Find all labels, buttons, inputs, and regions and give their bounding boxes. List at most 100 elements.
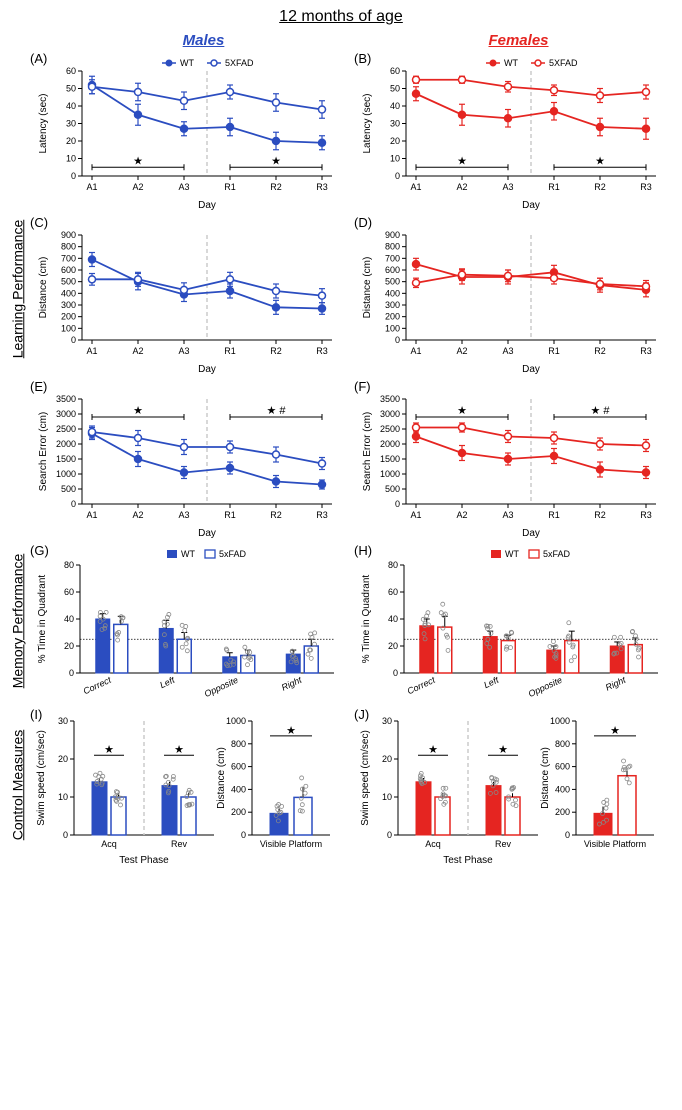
svg-text:0: 0 <box>387 830 392 840</box>
svg-text:2500: 2500 <box>380 424 400 434</box>
svg-text:600: 600 <box>231 762 246 772</box>
svg-text:0: 0 <box>69 668 74 678</box>
panel-G: 020406080% Time in QuadrantCorrectLeftOp… <box>32 543 342 703</box>
svg-text:A1: A1 <box>86 346 97 356</box>
svg-text:3000: 3000 <box>380 409 400 419</box>
svg-text:100: 100 <box>385 323 400 333</box>
svg-text:400: 400 <box>555 784 570 794</box>
svg-text:Day: Day <box>522 364 540 375</box>
svg-text:10: 10 <box>66 154 76 164</box>
svg-text:50: 50 <box>390 84 400 94</box>
svg-text:0: 0 <box>63 830 68 840</box>
panel-F-label: (F) <box>354 379 371 394</box>
svg-text:Opposite: Opposite <box>203 675 240 699</box>
svg-text:3500: 3500 <box>56 394 76 404</box>
panel-H: 020406080% Time in QuadrantCorrectLeftOp… <box>356 543 666 703</box>
svg-text:1500: 1500 <box>380 454 400 464</box>
svg-text:WT: WT <box>504 58 518 68</box>
svg-text:20: 20 <box>58 754 68 764</box>
svg-text:A2: A2 <box>132 510 143 520</box>
svg-text:Distance (cm): Distance (cm) <box>362 257 373 319</box>
panel-B: 0102030405060A1A2A3R1R2R3DayLatency (sec… <box>356 51 666 211</box>
svg-text:50: 50 <box>66 84 76 94</box>
svg-text:60: 60 <box>66 66 76 76</box>
svg-text:20: 20 <box>390 136 400 146</box>
svg-text:★: ★ <box>286 725 296 737</box>
svg-text:R1: R1 <box>224 346 236 356</box>
svg-text:★: ★ <box>457 155 467 167</box>
svg-text:A1: A1 <box>86 510 97 520</box>
svg-text:A2: A2 <box>132 182 143 192</box>
svg-text:A2: A2 <box>456 346 467 356</box>
svg-text:60: 60 <box>64 587 74 597</box>
svg-text:Day: Day <box>198 200 216 211</box>
svg-text:A2: A2 <box>132 346 143 356</box>
svg-text:% Time in Quadrant: % Time in Quadrant <box>361 575 372 664</box>
svg-text:★: ★ <box>610 725 620 737</box>
control-label: Control Measures <box>6 705 28 865</box>
svg-text:Test Phase: Test Phase <box>443 855 493 866</box>
column-headers: Males Females <box>6 32 676 49</box>
svg-text:500: 500 <box>385 277 400 287</box>
svg-text:900: 900 <box>61 230 76 240</box>
males-header: Males <box>46 32 361 49</box>
panel-A-label: (A) <box>30 51 47 66</box>
svg-text:Left: Left <box>482 675 500 691</box>
svg-text:900: 900 <box>385 230 400 240</box>
panel-I-label: (I) <box>30 707 42 722</box>
panel-F: 0500100015002000250030003500A1A2A3R1R2R3… <box>356 379 666 539</box>
svg-text:1000: 1000 <box>226 716 246 726</box>
learning-label: Learning Performance <box>6 49 28 529</box>
svg-text:3000: 3000 <box>56 409 76 419</box>
panel-I: 0102030Swim speed (cm/sec)AcqRev★★Test P… <box>32 707 342 867</box>
svg-text:1000: 1000 <box>56 469 76 479</box>
svg-text:1000: 1000 <box>550 716 570 726</box>
svg-text:R1: R1 <box>224 510 236 520</box>
svg-text:A3: A3 <box>502 346 513 356</box>
svg-text:500: 500 <box>61 484 76 494</box>
svg-text:200: 200 <box>61 312 76 322</box>
svg-text:WT: WT <box>505 549 519 559</box>
svg-text:★: ★ <box>133 155 143 167</box>
panel-J-label: (J) <box>354 707 369 722</box>
svg-text:R3: R3 <box>316 346 328 356</box>
svg-text:200: 200 <box>231 807 246 817</box>
svg-text:20: 20 <box>388 641 398 651</box>
svg-text:700: 700 <box>61 253 76 263</box>
svg-text:Acq: Acq <box>101 839 117 849</box>
svg-text:Day: Day <box>198 528 216 539</box>
svg-text:R3: R3 <box>640 346 652 356</box>
panel-A: 0102030405060A1A2A3R1R2R3DayLatency (sec… <box>32 51 342 211</box>
svg-text:R2: R2 <box>594 510 606 520</box>
svg-text:★: ★ <box>428 744 438 756</box>
svg-text:40: 40 <box>64 614 74 624</box>
svg-text:40: 40 <box>390 101 400 111</box>
svg-text:800: 800 <box>555 739 570 749</box>
svg-text:Search Error (cm): Search Error (cm) <box>38 412 49 491</box>
svg-text:R3: R3 <box>640 510 652 520</box>
svg-text:Right: Right <box>280 675 304 693</box>
svg-text:400: 400 <box>385 288 400 298</box>
svg-text:A3: A3 <box>178 510 189 520</box>
svg-text:30: 30 <box>58 716 68 726</box>
svg-text:500: 500 <box>385 484 400 494</box>
svg-text:Swim speed (cm/sec): Swim speed (cm/sec) <box>360 730 371 826</box>
svg-text:Latency (sec): Latency (sec) <box>38 93 49 153</box>
svg-text:Acq: Acq <box>425 839 441 849</box>
svg-text:★: ★ <box>133 405 143 417</box>
svg-text:10: 10 <box>390 154 400 164</box>
svg-text:R1: R1 <box>224 182 236 192</box>
svg-text:0: 0 <box>71 171 76 181</box>
svg-text:A3: A3 <box>178 182 189 192</box>
svg-text:Day: Day <box>198 364 216 375</box>
panel-C: 0100200300400500600700800900A1A2A3R1R2R3… <box>32 215 342 375</box>
svg-text:Right: Right <box>604 675 628 693</box>
svg-text:800: 800 <box>385 242 400 252</box>
svg-text:1500: 1500 <box>56 454 76 464</box>
svg-text:★: ★ <box>271 155 281 167</box>
svg-text:5XFAD: 5XFAD <box>225 58 254 68</box>
svg-text:0: 0 <box>241 830 246 840</box>
svg-text:80: 80 <box>388 560 398 570</box>
svg-text:Distance (cm): Distance (cm) <box>38 257 49 319</box>
svg-text:400: 400 <box>231 784 246 794</box>
